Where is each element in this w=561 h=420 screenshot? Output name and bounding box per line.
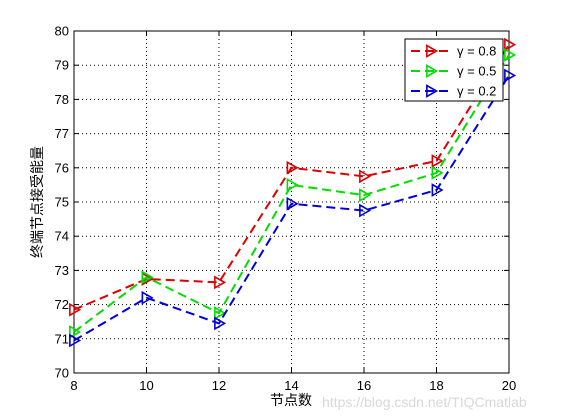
x-tick-label: 10 xyxy=(139,378,153,393)
y-tick-label: 72 xyxy=(55,297,69,312)
x-tick-label: 18 xyxy=(429,378,443,393)
data-point xyxy=(69,333,82,348)
legend-label: γ = 0.8 xyxy=(457,44,496,59)
series xyxy=(69,48,517,339)
legend-item: γ = 0.2 xyxy=(411,84,496,99)
y-tick-label: 71 xyxy=(55,331,69,346)
y-tick-label: 80 xyxy=(55,24,69,39)
legend: γ = 0.8 γ = 0.5 γ = 0.2 xyxy=(404,38,504,102)
data-point xyxy=(69,325,82,339)
legend-box xyxy=(404,38,504,102)
y-tick-label: 78 xyxy=(55,92,69,107)
y-tick-label: 73 xyxy=(55,263,69,278)
legend-marker xyxy=(426,44,439,58)
data-point xyxy=(504,48,517,62)
legend-items: γ = 0.8 γ = 0.5 γ = 0.2 xyxy=(411,44,496,99)
data-point xyxy=(431,183,444,197)
series-line xyxy=(73,54,510,333)
data-point xyxy=(286,196,299,211)
data-point xyxy=(214,275,227,290)
data-point xyxy=(359,188,372,203)
data-point xyxy=(141,290,154,305)
data-point xyxy=(286,178,299,192)
data-point xyxy=(69,302,82,317)
legend-marker xyxy=(426,64,439,78)
y-tick-label: 76 xyxy=(55,160,69,175)
y-tick-label: 75 xyxy=(55,195,69,210)
legend-item: γ = 0.5 xyxy=(411,64,496,79)
x-tick-label: 12 xyxy=(212,378,226,393)
data-point xyxy=(431,166,444,180)
watermark: https://blog.csdn.net/TIQCmatlab xyxy=(322,394,527,410)
y-axis-label: 终端节点接受能量 xyxy=(29,146,46,258)
series-layer xyxy=(69,37,517,348)
data-point xyxy=(359,169,372,184)
legend-item: γ = 0.8 xyxy=(411,44,496,59)
legend-label: γ = 0.5 xyxy=(457,64,496,79)
x-tick-label: 8 xyxy=(70,378,77,393)
data-point xyxy=(286,160,299,175)
series xyxy=(69,37,517,317)
legend-label: γ = 0.2 xyxy=(457,84,496,99)
x-tick-label: 16 xyxy=(357,378,371,393)
data-point xyxy=(431,154,444,168)
data-point xyxy=(214,316,227,331)
data-point xyxy=(504,37,517,52)
series xyxy=(69,68,517,348)
data-point xyxy=(504,68,517,83)
data-point xyxy=(141,270,154,285)
x-tick-label: 14 xyxy=(284,378,298,393)
x-tick-label: 20 xyxy=(502,378,516,393)
y-tick-label: 74 xyxy=(55,229,69,244)
y-tick-label: 70 xyxy=(55,366,69,381)
data-point xyxy=(359,203,372,218)
grid-lines xyxy=(74,31,509,373)
series-line xyxy=(73,74,510,342)
legend-marker xyxy=(426,84,439,98)
y-tick-label: 77 xyxy=(55,126,69,141)
data-point xyxy=(214,306,227,321)
x-axis-label: 节点数 xyxy=(270,393,312,409)
series-line xyxy=(73,44,510,311)
y-tick-label: 79 xyxy=(55,58,69,73)
axis-ticks: 8 10 12 14 16 18 20 70 71 72 73 74 75 76 77 78 79 80 xyxy=(55,24,517,394)
